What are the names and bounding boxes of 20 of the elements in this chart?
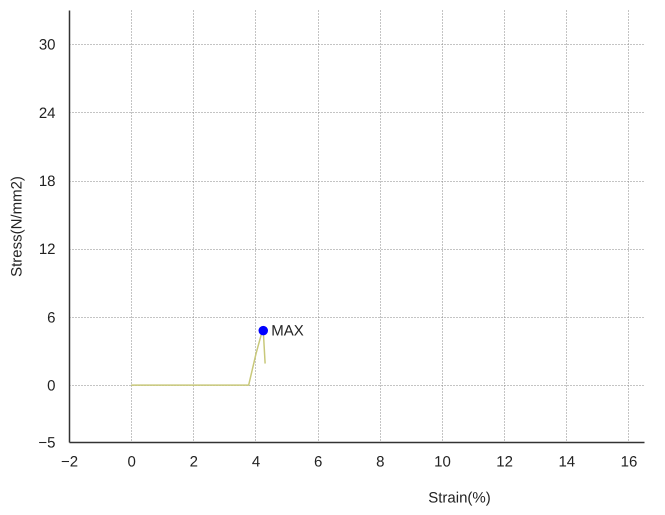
x-tick-label: 0 <box>127 454 136 470</box>
y-axis-title: Stress(N/mm2) <box>8 176 26 277</box>
x-tick-label: 2 <box>190 454 198 470</box>
x-tick-label: 12 <box>496 454 513 470</box>
y-tick-label: 18 <box>38 173 56 190</box>
x-tick-label: 14 <box>558 454 576 470</box>
annotation: MAX <box>271 322 304 340</box>
x-tick-label: 16 <box>620 454 638 470</box>
x-tick-label: 6 <box>314 454 322 470</box>
y-tick-label: −5 <box>38 434 56 452</box>
x-tick-label: 8 <box>376 454 384 470</box>
y-tick-label: 0 <box>47 378 56 395</box>
x-tick-label: 10 <box>434 454 451 470</box>
y-tick-label: 24 <box>38 104 56 122</box>
y-tick-label: 6 <box>47 309 56 326</box>
x-tick-label: 4 <box>252 454 260 470</box>
x-axis-title: Strain(%) <box>428 490 491 506</box>
y-tick-label: 12 <box>38 241 56 258</box>
x-tick-label: −2 <box>60 454 78 470</box>
y-tick-label: 30 <box>38 36 56 54</box>
